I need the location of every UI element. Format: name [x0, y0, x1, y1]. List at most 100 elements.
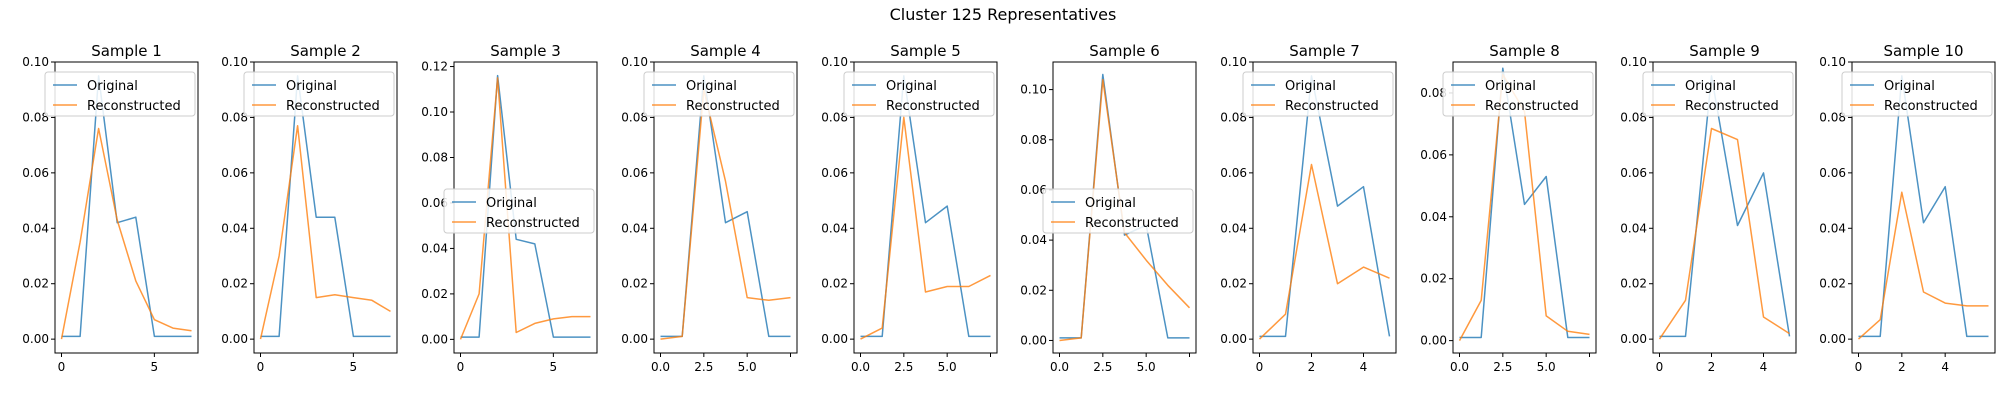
- y-tick-label: 0.06: [22, 166, 49, 180]
- y-tick-label: 0.02: [22, 277, 49, 291]
- subplot-title: Sample 6: [1089, 42, 1160, 60]
- y-tick-label: 0.06: [421, 196, 448, 210]
- legend: Original Reconstructed: [1242, 71, 1394, 117]
- y-tick-label: 0.00: [1620, 332, 1647, 346]
- legend-box: [1442, 71, 1594, 117]
- legend: Original Reconstructed: [44, 71, 196, 117]
- x-tick-label: 2.5: [1093, 360, 1112, 374]
- legend-label: Original: [886, 79, 937, 94]
- y-tick-label: 0.02: [421, 287, 448, 301]
- y-tick-label: 0.10: [22, 55, 49, 69]
- x-tick-label: 0: [58, 360, 66, 374]
- subplot-title: Sample 3: [490, 42, 561, 60]
- y-tick-label: 0.00: [821, 332, 848, 346]
- subplot-title: Sample 4: [690, 42, 761, 60]
- legend-label: Reconstructed: [1285, 99, 1379, 114]
- x-tick-label: 4: [1360, 360, 1368, 374]
- y-tick-label: 0.04: [1819, 221, 1846, 235]
- axes-frame: [853, 61, 998, 354]
- subplot-3: Sample 3 0.00 0.02 0.04 0.06 0.08 0.10 0.12 0 5 Or…: [421, 42, 598, 374]
- y-tick-label: 0.02: [1819, 277, 1846, 291]
- y-tick-label: 0.06: [221, 166, 248, 180]
- subplot-4: Sample 4 0.00 0.02 0.04 0.06 0.08 0.10 0.0 2.5 5.…: [621, 42, 798, 374]
- y-tick-label: 0.02: [621, 277, 648, 291]
- legend: Original Reconstructed: [443, 188, 595, 234]
- y-tick-label: 0.12: [421, 60, 448, 74]
- y-tick-label: 0.10: [1819, 55, 1846, 69]
- x-tick-label: 5.0: [1537, 360, 1556, 374]
- x-tick-label: 0: [1656, 360, 1664, 374]
- legend: Original Reconstructed: [843, 71, 995, 117]
- y-tick-label: 0.00: [1220, 332, 1247, 346]
- y-tick-label: 0.02: [221, 277, 248, 291]
- y-tick-label: 0.00: [22, 332, 49, 346]
- y-tick-label: 0.06: [1420, 148, 1447, 162]
- y-tick-label: 0.00: [421, 332, 448, 346]
- y-tick-label: 0.04: [22, 221, 49, 235]
- subplot-7: Sample 7 0.00 0.02 0.04 0.06 0.08 0.10 0 2 4 Origi…: [1220, 42, 1397, 374]
- y-tick-label: 0.00: [221, 332, 248, 346]
- y-tick-label: 0.06: [1020, 183, 1047, 197]
- x-tick-label: 2: [1708, 360, 1716, 374]
- y-tick-label: 0.10: [1020, 83, 1047, 97]
- y-tick-label: 0.02: [1220, 277, 1247, 291]
- legend-box: [843, 71, 995, 117]
- x-tick-label: 4: [1941, 360, 1949, 374]
- axes-frame: [1652, 61, 1797, 354]
- legend: Original Reconstructed: [643, 71, 795, 117]
- subplot-2: Sample 2 0.00 0.02 0.04 0.06 0.08 0.10 0 5 Origin…: [221, 42, 398, 374]
- y-tick-label: 0.06: [1220, 166, 1247, 180]
- x-tick-label: 2.5: [1493, 360, 1512, 374]
- series-line-reconstructed: [259, 124, 391, 340]
- subplot-title: Sample 9: [1689, 42, 1760, 60]
- subplot-6: Sample 6 0.00 0.02 0.04 0.06 0.08 0.10 0.0 2.5 5.…: [1020, 42, 1197, 374]
- legend-label: Original: [486, 196, 537, 211]
- x-tick-label: 5.0: [738, 360, 757, 374]
- legend-label: Reconstructed: [1884, 99, 1978, 114]
- x-tick-label: 5.0: [938, 360, 957, 374]
- legend-label: Original: [1485, 79, 1536, 94]
- y-tick-label: 0.02: [1620, 277, 1647, 291]
- axes-frame: [1851, 61, 1996, 354]
- series-line-reconstructed: [660, 88, 791, 340]
- subplot-grid: Sample 10.000.020.040.060.080.100 5Origin…: [22, 42, 1996, 374]
- y-tick-label: 0.02: [1420, 272, 1447, 286]
- y-tick-label: 0.08: [1819, 110, 1846, 124]
- x-tick-label: 0: [1256, 360, 1264, 374]
- axes-frame: [653, 61, 798, 354]
- legend-box: [44, 71, 196, 117]
- series-line-reconstructed: [1658, 127, 1790, 340]
- y-tick-label: 0.08: [1220, 110, 1247, 124]
- x-tick-label: 2.5: [894, 360, 913, 374]
- series-line-original: [61, 75, 192, 338]
- legend-label: Original: [286, 79, 337, 94]
- axes-frame: [1452, 61, 1597, 354]
- x-tick-label: 0.0: [1450, 360, 1469, 374]
- legend-label: Reconstructed: [1685, 99, 1779, 114]
- subplot-10: Sample 10 0.00 0.02 0.04 0.06 0.08 0.10 0 2 4 Orig…: [1819, 42, 1996, 374]
- subplot-title: Sample 1: [91, 42, 162, 60]
- y-tick-label: 0.04: [1220, 221, 1247, 235]
- legend-label: Reconstructed: [486, 216, 580, 231]
- legend-label: Reconstructed: [87, 99, 181, 114]
- legend-box: [643, 71, 795, 117]
- series-line-original: [260, 75, 391, 338]
- subplot-9: Sample 9 0.00 0.02 0.04 0.06 0.08 0.10 0 2 4 Origi…: [1620, 42, 1797, 374]
- y-tick-label: 0.04: [1020, 233, 1047, 247]
- series-line-original: [860, 75, 991, 338]
- axes-frame: [1252, 61, 1397, 354]
- legend: Original Reconstructed: [1642, 71, 1794, 117]
- y-tick-label: 0.02: [821, 277, 848, 291]
- x-tick-label: 0: [1855, 360, 1863, 374]
- y-tick-label: 0.00: [621, 332, 648, 346]
- y-tick-label: 0.08: [621, 110, 648, 124]
- subplot-5: Sample 5 0.00 0.02 0.04 0.06 0.08 0.10 0.0 2.5 5.…: [821, 42, 998, 374]
- series-line-reconstructed: [1258, 163, 1390, 340]
- subplot-title: Sample 2: [290, 42, 361, 60]
- legend-label: Original: [1884, 79, 1935, 94]
- x-tick-label: 0: [257, 360, 265, 374]
- legend-box: [443, 188, 595, 234]
- legend-label: Reconstructed: [286, 99, 380, 114]
- y-tick-label: 0.04: [221, 221, 248, 235]
